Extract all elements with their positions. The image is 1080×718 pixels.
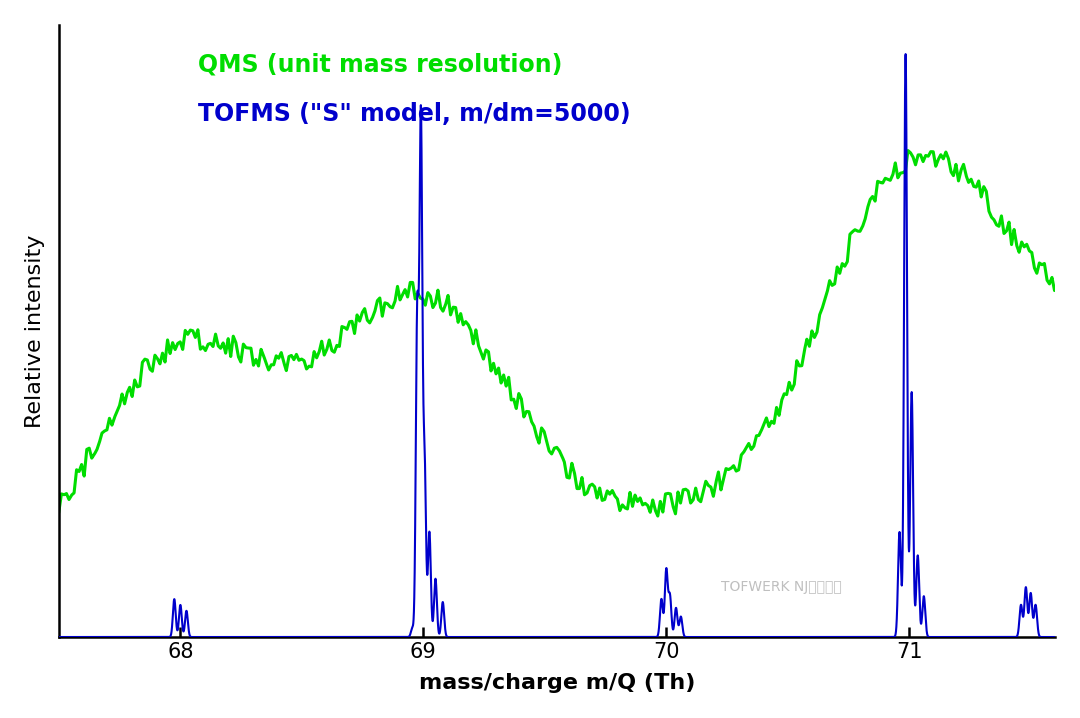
Text: TOFWERK NJ报服工坊: TOFWERK NJ报服工坊 — [721, 580, 842, 595]
Y-axis label: Relative intensity: Relative intensity — [25, 234, 45, 428]
Text: QMS (unit mass resolution): QMS (unit mass resolution) — [199, 52, 563, 77]
X-axis label: mass/charge m/Q (Th): mass/charge m/Q (Th) — [419, 673, 696, 693]
Text: TOFMS ("S" model, m/dm=5000): TOFMS ("S" model, m/dm=5000) — [199, 101, 631, 126]
